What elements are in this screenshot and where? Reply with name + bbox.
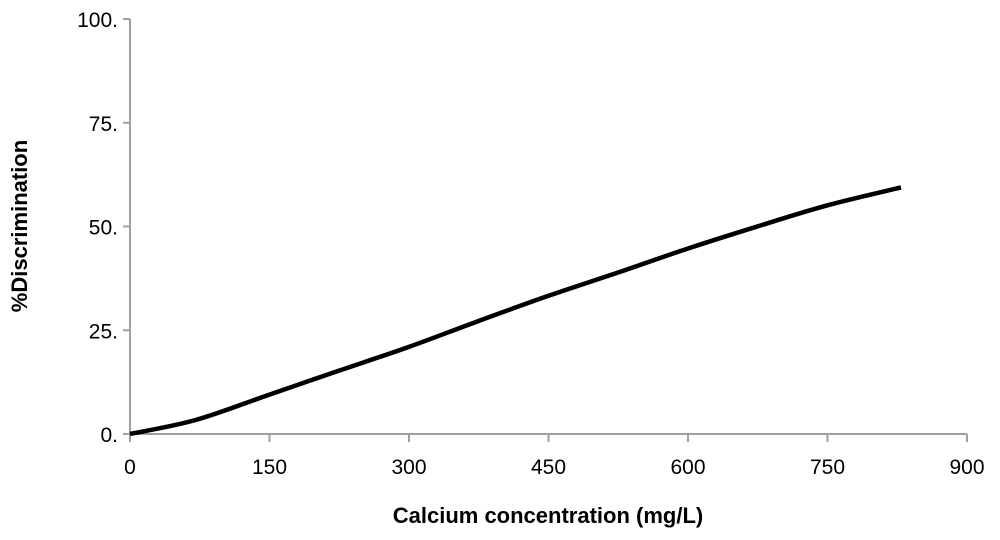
y-tick-label: 75. [89,113,118,136]
x-tick-label: 600 [670,456,705,479]
x-tick-label: 450 [531,456,566,479]
x-tick-label: 900 [949,456,984,479]
y-tick-label: 0. [100,424,118,447]
series-line [129,185,902,437]
y-tick-label: 100. [77,9,118,32]
y-tick-label: 25. [89,320,118,343]
y-axis-label: %Discrimination [7,140,32,312]
x-tick-label: 300 [391,456,426,479]
x-tick-label: 0 [124,456,136,479]
x-tick-label: 750 [810,456,845,479]
y-tick-label: 50. [89,217,118,240]
x-tick-label: 150 [252,456,287,479]
x-axis-label: Calcium concentration (mg/L) [393,503,703,528]
